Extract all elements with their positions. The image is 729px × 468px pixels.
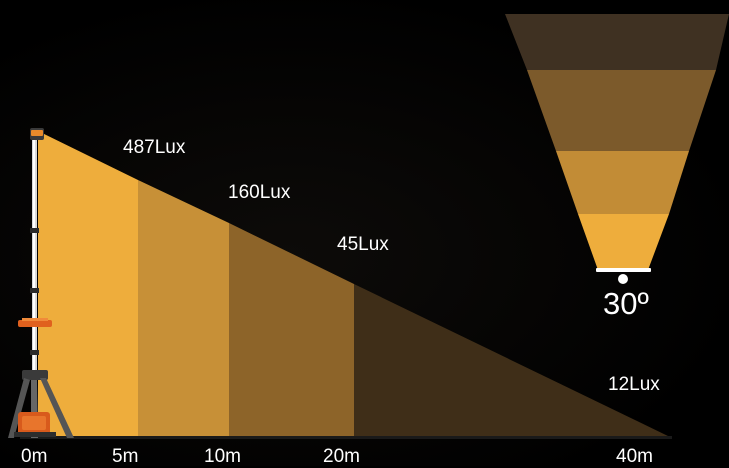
- distance-label-5m: 5m: [112, 446, 139, 467]
- zone-20-40m: [354, 284, 670, 437]
- zone-5-10m: [138, 180, 229, 437]
- cone-band-second: [556, 151, 689, 214]
- distance-label-40m: 40m: [616, 446, 653, 467]
- lux-label-10m: 160Lux: [228, 182, 291, 203]
- lux-label-20m: 45Lux: [337, 234, 389, 255]
- ground-line: [20, 436, 672, 439]
- distance-label-20m: 20m: [323, 446, 360, 467]
- cone-band-outer: [505, 14, 729, 70]
- beam-angle-label: 30º: [603, 286, 649, 321]
- cone-band-inner: [578, 214, 669, 270]
- beam-cone-top-view: [505, 14, 729, 270]
- lux-label-5m: 487Lux: [123, 137, 186, 158]
- tripod-light-tower-icon: [8, 128, 74, 438]
- zone-0-5m: [38, 131, 138, 437]
- lux-label-40m: 12Lux: [608, 374, 660, 395]
- lamp-icon: [596, 268, 651, 284]
- zone-10-20m: [229, 223, 354, 437]
- distance-label-10m: 10m: [204, 446, 241, 467]
- cone-band-third: [527, 70, 716, 151]
- distance-label-0m: 0m: [21, 446, 48, 467]
